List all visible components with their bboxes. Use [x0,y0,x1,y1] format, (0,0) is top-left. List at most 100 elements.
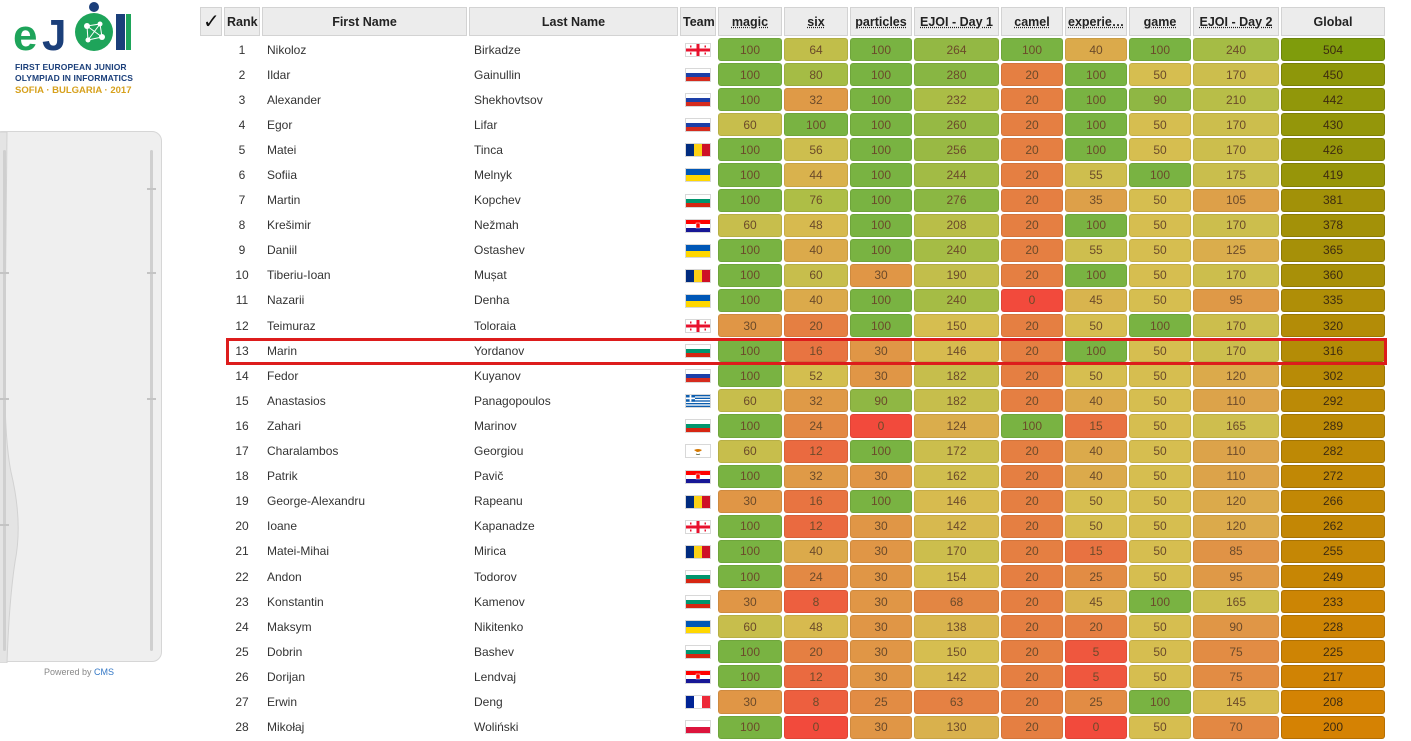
row-select-cell[interactable] [200,113,222,136]
first-name-column-header[interactable]: First Name [262,7,467,36]
table-row[interactable]: 11 Nazarii Denha 100 40 100 240 0 45 50 95 335 [200,288,1385,313]
row-select-cell[interactable] [200,490,222,513]
table-row[interactable]: 13 Marin Yordanov 100 16 30 146 20 100 50 170 316 [200,339,1385,363]
row-select-cell[interactable] [200,214,222,237]
row-select-cell[interactable] [200,665,222,688]
score-cell-experiment: 100 [1065,113,1127,137]
row-select-cell[interactable] [200,88,222,111]
table-row[interactable]: 12 Teimuraz Toloraia 30 20 100 150 20 50 100 170 32… [200,314,1385,338]
score-cell-magic: 100 [718,539,782,563]
table-row[interactable]: 6 Sofiia Melnyk 100 44 100 244 20 55 100 175 419 [200,163,1385,187]
table-row[interactable]: 5 Matei Tinca 100 56 100 256 20 100 50 170 426 [200,138,1385,162]
table-row[interactable]: 27 Erwin Deng 30 8 25 63 20 25 100 145 208 [200,690,1385,714]
table-row[interactable]: 28 Mikołaj Woliński 100 0 30 130 20 0 50 70 200 [200,715,1385,739]
score-cell-particles: 30 [850,263,912,287]
rank-cell: 4 [238,117,246,132]
contest-header-day2[interactable]: EJOI - Day 2 [1193,7,1279,36]
table-row[interactable]: 21 Matei-Mihai Mirica 100 40 30 170 20 15 50 85 255 [200,539,1385,563]
score-cell-ejoi-day2: 170 [1193,314,1279,338]
row-select-cell[interactable] [200,63,222,86]
row-select-cell[interactable] [200,339,222,362]
last-name-cell: Mușat [474,268,507,283]
table-row[interactable]: 4 Egor Lifar 60 100 100 260 20 100 50 170 430 [200,113,1385,137]
table-row[interactable]: 16 Zahari Marinov 100 24 0 124 100 15 50 165 289 [200,414,1385,438]
ranking-table: ✓ Rank First Name Last Name Team magic s… [198,5,1387,741]
score-scroll-overview[interactable] [0,131,162,663]
row-select-cell[interactable] [200,239,222,262]
team-column-header[interactable]: Team [680,7,716,36]
table-row[interactable]: 7 Martin Kopchev 100 76 100 276 20 35 50 105 381 [200,188,1385,212]
table-row[interactable]: 24 Maksym Nikitenko 60 48 30 138 20 20 50 90 228 [200,615,1385,639]
score-cell-ejoi-day1: 280 [914,63,999,87]
row-select-cell[interactable] [200,264,222,287]
row-select-cell[interactable] [200,440,222,463]
score-cell-game: 50 [1129,263,1191,287]
scroll-rail-right[interactable] [147,150,156,651]
powered-by-text: Powered by [43,667,92,677]
global-column-header[interactable]: Global [1281,7,1385,36]
table-row[interactable]: 22 Andon Todorov 100 24 30 154 20 25 50 95 249 [200,564,1385,589]
row-select-cell[interactable] [200,716,222,739]
task-header-game[interactable]: game [1129,7,1191,36]
cms-link[interactable]: CMS [94,667,115,677]
table-row[interactable]: 9 Daniil Ostashev 100 40 100 240 20 55 50 125 365 [200,238,1385,262]
score-cell-six: 24 [784,564,848,589]
task-header-experiment[interactable]: experie… [1065,7,1127,36]
table-row[interactable]: 17 Charalambos Georgiou 60 12 100 172 20 40 50 110… [200,439,1385,463]
rank-column-header[interactable]: Rank [224,7,260,36]
score-cell-ejoi-day2: 105 [1193,188,1279,212]
row-select-cell[interactable] [200,515,222,538]
task-header-camel[interactable]: camel [1001,7,1063,36]
select-column-header[interactable]: ✓ [200,7,222,36]
rank-cell: 14 [235,368,249,383]
score-cell-magic: 100 [718,665,782,689]
table-row[interactable]: 26 Dorijan Lendvaj 100 12 30 142 20 5 50 75 217 [200,665,1385,689]
table-row[interactable]: 3 Alexander Shekhovtsov 100 32 100 232 20 100 90 2… [200,88,1385,112]
row-select-cell[interactable] [200,465,222,488]
table-row[interactable]: 10 Tiberiu-Ioan Mușat 100 60 30 190 20 100 50 170 3… [200,263,1385,287]
table-row[interactable]: 20 Ioane Kapanadze 100 12 30 142 20 50 50 120 262 [200,514,1385,538]
table-row[interactable]: 18 Patrik Pavič 100 32 30 162 20 40 50 110 272 [200,464,1385,488]
row-select-cell[interactable] [200,314,222,337]
table-row[interactable]: 14 Fedor Kuyanov 100 52 30 182 20 50 50 120 302 [200,364,1385,388]
table-row[interactable]: 8 Krešimir Nežmah 60 48 100 208 20 100 50 170 378 [200,213,1385,237]
row-select-cell[interactable] [200,565,222,588]
row-select-cell[interactable] [200,163,222,186]
row-select-cell[interactable] [200,364,222,387]
table-row[interactable]: 2 Ildar Gainullin 100 80 100 280 20 100 50 170 450 [200,63,1385,87]
row-select-cell[interactable] [200,38,222,61]
row-select-cell[interactable] [200,590,222,613]
row-select-cell[interactable] [200,540,222,563]
score-cell-particles: 100 [850,314,912,338]
table-row[interactable]: 19 George-Alexandru Rapeanu 30 16 100 146 20 50 5… [200,489,1385,513]
last-name-column-header[interactable]: Last Name [469,7,678,36]
contest-header-day1[interactable]: EJOI - Day 1 [914,7,999,36]
scroll-rail-left[interactable] [0,150,9,651]
row-select-cell[interactable] [200,414,222,437]
table-row[interactable]: 1 Nikoloz Birkadze 100 64 100 264 100 40 100 240 50… [200,38,1385,62]
team-cell [680,440,716,463]
score-cell-ejoi-day1: 154 [914,564,999,589]
flag-icon [685,595,711,610]
global-score-cell: 289 [1281,414,1385,438]
task-header-magic[interactable]: magic [718,7,782,36]
score-cell-experiment: 45 [1065,590,1127,614]
score-cell-ejoi-day1: 182 [914,389,999,413]
table-row[interactable]: 23 Konstantin Kamenov 30 8 30 68 20 45 100 165 233 [200,590,1385,614]
row-select-cell[interactable] [200,389,222,412]
table-row[interactable]: 25 Dobrin Bashev 100 20 30 150 20 5 50 75 225 [200,640,1385,664]
row-select-cell[interactable] [200,189,222,212]
score-cell-experiment: 40 [1065,38,1127,62]
row-select-cell[interactable] [200,289,222,312]
row-select-cell[interactable] [200,138,222,161]
score-cell-magic: 100 [718,263,782,287]
global-score-cell: 450 [1281,63,1385,87]
row-select-cell[interactable] [200,640,222,663]
row-select-cell[interactable] [200,615,222,638]
table-row[interactable]: 15 Anastasios Panagopoulos 60 32 90 182 20 40 50 1… [200,389,1385,413]
task-header-six[interactable]: six [784,7,848,36]
row-select-cell[interactable] [200,690,222,713]
task-header-particles[interactable]: particles [850,7,912,36]
score-cell-particles: 30 [850,590,912,614]
score-cell-ejoi-day2: 210 [1193,88,1279,112]
